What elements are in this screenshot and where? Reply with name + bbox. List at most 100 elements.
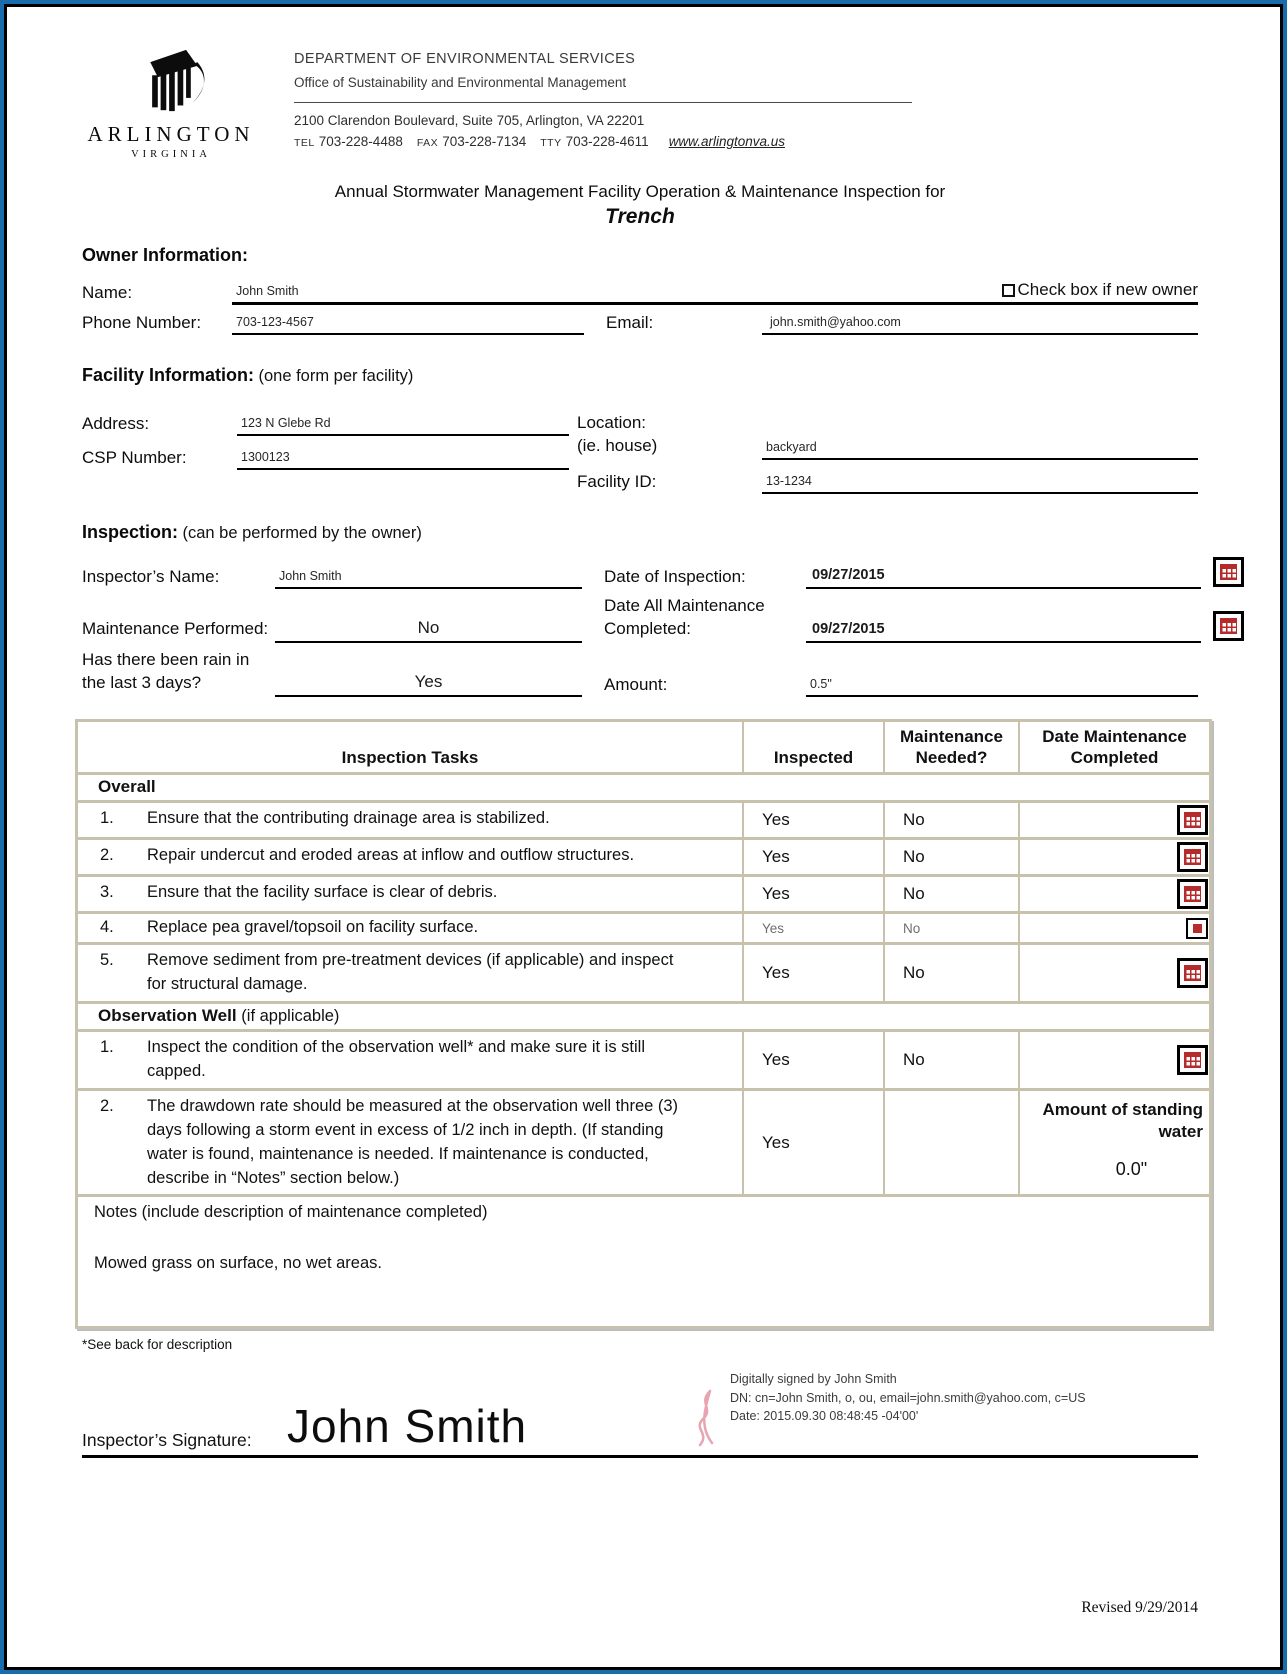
rain-field: Yes	[275, 672, 582, 697]
task-text: Remove sediment from pre-treatment devic…	[147, 951, 674, 993]
amount-label: Amount:	[604, 674, 668, 694]
calendar-icon	[1184, 886, 1201, 903]
date-completed-calendar-button[interactable]	[1186, 917, 1208, 939]
location-row: Location: (ie. house) backyard	[577, 412, 1198, 460]
logo-subtitle: VIRGINIA	[131, 149, 211, 160]
date-of-inspection-calendar-button[interactable]	[1213, 556, 1244, 587]
new-owner-checkbox[interactable]	[1001, 283, 1015, 297]
inspected-value[interactable]: Yes	[742, 1031, 883, 1088]
address-field: 123 N Glebe Rd	[237, 412, 569, 436]
facility-fields: Address: 123 N Glebe Rd CSP Number: 1300…	[82, 412, 1198, 494]
owner-name-row: Name: John Smith Check box if new owner	[82, 280, 1198, 305]
date-completed-calendar-button[interactable]	[1213, 610, 1244, 641]
location-label: Location: (ie. house)	[577, 413, 658, 455]
inspector-name-value[interactable]: John Smith	[279, 568, 342, 583]
header-divider	[294, 102, 912, 103]
facility-id-value[interactable]: 13-1234	[766, 473, 812, 488]
rain-value[interactable]: Yes	[414, 671, 443, 691]
col-header-needed: Maintenance Needed?	[883, 721, 1018, 773]
date-of-inspection-value[interactable]: 09/27/2015	[812, 566, 885, 583]
needed-value[interactable]: No	[883, 840, 1018, 875]
address-value[interactable]: 123 N Glebe Rd	[241, 416, 331, 430]
fax-number: 703-228-7134	[442, 134, 527, 149]
inspected-value[interactable]: Yes	[742, 914, 883, 943]
section-note: (if applicable)	[241, 1006, 340, 1025]
task-text: The drawdown rate should be measured at …	[147, 1096, 679, 1187]
office-name: Office of Sustainability and Environment…	[294, 75, 627, 90]
owner-contact-row: Phone Number: 703-123-4567 Email: john.s…	[82, 311, 1198, 335]
new-owner-checkbox-wrap: Check box if new owner	[1001, 280, 1198, 302]
needed-value[interactable]: No	[883, 1031, 1018, 1088]
maintenance-performed-value[interactable]: No	[417, 617, 440, 637]
website-link[interactable]: www.arlingtonva.us	[668, 134, 785, 149]
phone-label: Phone Number:	[82, 313, 202, 332]
calendar-icon	[1220, 617, 1237, 634]
inspector-name-field: John Smith	[275, 565, 582, 589]
date-completed-calendar-button[interactable]	[1177, 842, 1208, 873]
inspected-value[interactable]: Yes	[742, 1090, 883, 1195]
digital-signature-line3: Date: 2015.09.30 08:48:45 -04'00'	[730, 1408, 919, 1423]
date-completed-calendar-button[interactable]	[1177, 957, 1208, 988]
date-completed-calendar-button[interactable]	[1177, 879, 1208, 910]
date-completed-calendar-button[interactable]	[1177, 805, 1208, 836]
table-row: 4. Replace pea gravel/topsoil on facility…	[78, 911, 1209, 943]
phone-value[interactable]: 703-123-4567	[236, 315, 314, 329]
digital-signature-details: Digitally signed by John Smith DN: cn=Jo…	[730, 1370, 1086, 1424]
needed-value[interactable]: No	[883, 877, 1018, 912]
email-label: Email:	[606, 313, 654, 332]
location-value[interactable]: backyard	[766, 439, 817, 454]
csp-number-value[interactable]: 1300123	[241, 450, 290, 464]
notes-value[interactable]: Mowed grass on surface, no wet areas.	[94, 1254, 382, 1273]
phone-field: 703-123-4567	[232, 311, 584, 335]
table-row: 1. Inspect the condition of the observati…	[78, 1028, 1209, 1088]
amount-value[interactable]: 0.5"	[810, 676, 832, 691]
task-number: 2.	[100, 1096, 114, 1115]
notes-label: Notes (include description of maintenanc…	[94, 1203, 488, 1222]
contact-line: TEL 703-228-4488 FAX 703-228-7134 TTY 70…	[294, 134, 1198, 149]
csp-row: CSP Number: 1300123	[82, 446, 569, 470]
signature-name[interactable]: John Smith	[287, 1400, 528, 1453]
date-completed-calendar-button[interactable]	[1177, 1044, 1208, 1075]
task-text: Replace pea gravel/topsoil on facility s…	[147, 918, 479, 937]
inspected-value[interactable]: Yes	[742, 877, 883, 912]
maintenance-performed-label: Maintenance Performed:	[82, 618, 269, 638]
inspected-value[interactable]: Yes	[742, 945, 883, 1001]
task-number: 3.	[100, 883, 114, 902]
standing-water-block: Amount of standing water 0.0"	[1020, 1091, 1209, 1180]
department-block: DEPARTMENT OF ENVIRONMENTAL SERVICES Off…	[294, 43, 1198, 160]
task-number: 2.	[100, 846, 114, 865]
rain-row: Has there been rain in the last 3 days? …	[82, 649, 1198, 697]
digital-signature-line1: Digitally signed by John Smith	[730, 1372, 897, 1387]
needed-value[interactable]: No	[883, 914, 1018, 943]
email-field: john.smith@yahoo.com	[762, 311, 1198, 335]
see-back-note: *See back for description	[82, 1337, 233, 1353]
task-text: Inspect the condition of the observation…	[147, 1037, 646, 1080]
task-number: 1.	[100, 809, 114, 828]
needed-value[interactable]: No	[883, 945, 1018, 1001]
maintenance-performed-field: No	[275, 618, 582, 643]
standing-water-label: Amount of standing water	[1042, 1099, 1203, 1141]
email-value[interactable]: john.smith@yahoo.com	[770, 315, 901, 329]
calendar-icon	[1184, 1051, 1201, 1068]
csp-number-field: 1300123	[237, 446, 569, 470]
inspection-form-page: ARLINGTON VIRGINIA DEPARTMENT OF ENVIRON…	[7, 7, 1280, 1667]
inspection-tasks-table: Inspection Tasks Inspected Maintenance N…	[75, 718, 1212, 1330]
col-header-completed: Date Maintenance Completed	[1018, 721, 1209, 773]
address-label: Address:	[82, 414, 150, 433]
facility-id-row: Facility ID: 13-1234	[577, 470, 1198, 494]
fax-label: FAX	[416, 137, 439, 149]
calendar-icon	[1184, 964, 1201, 981]
inspected-value[interactable]: Yes	[742, 840, 883, 875]
date-all-maintenance-completed-value[interactable]: 09/27/2015	[812, 620, 885, 637]
facility-id-label: Facility ID:	[577, 471, 657, 491]
arlington-monument-icon	[150, 49, 205, 112]
needed-value[interactable]	[883, 1090, 1018, 1195]
needed-value[interactable]: No	[883, 803, 1018, 838]
standing-water-value[interactable]: 0.0"	[1115, 1158, 1148, 1179]
name-value[interactable]: John Smith	[236, 284, 299, 298]
inspector-name-label: Inspector’s Name:	[82, 566, 220, 586]
task-number: 5.	[100, 951, 114, 970]
table-row: 2. Repair undercut and eroded areas at in…	[78, 837, 1209, 875]
inspected-value[interactable]: Yes	[742, 803, 883, 838]
